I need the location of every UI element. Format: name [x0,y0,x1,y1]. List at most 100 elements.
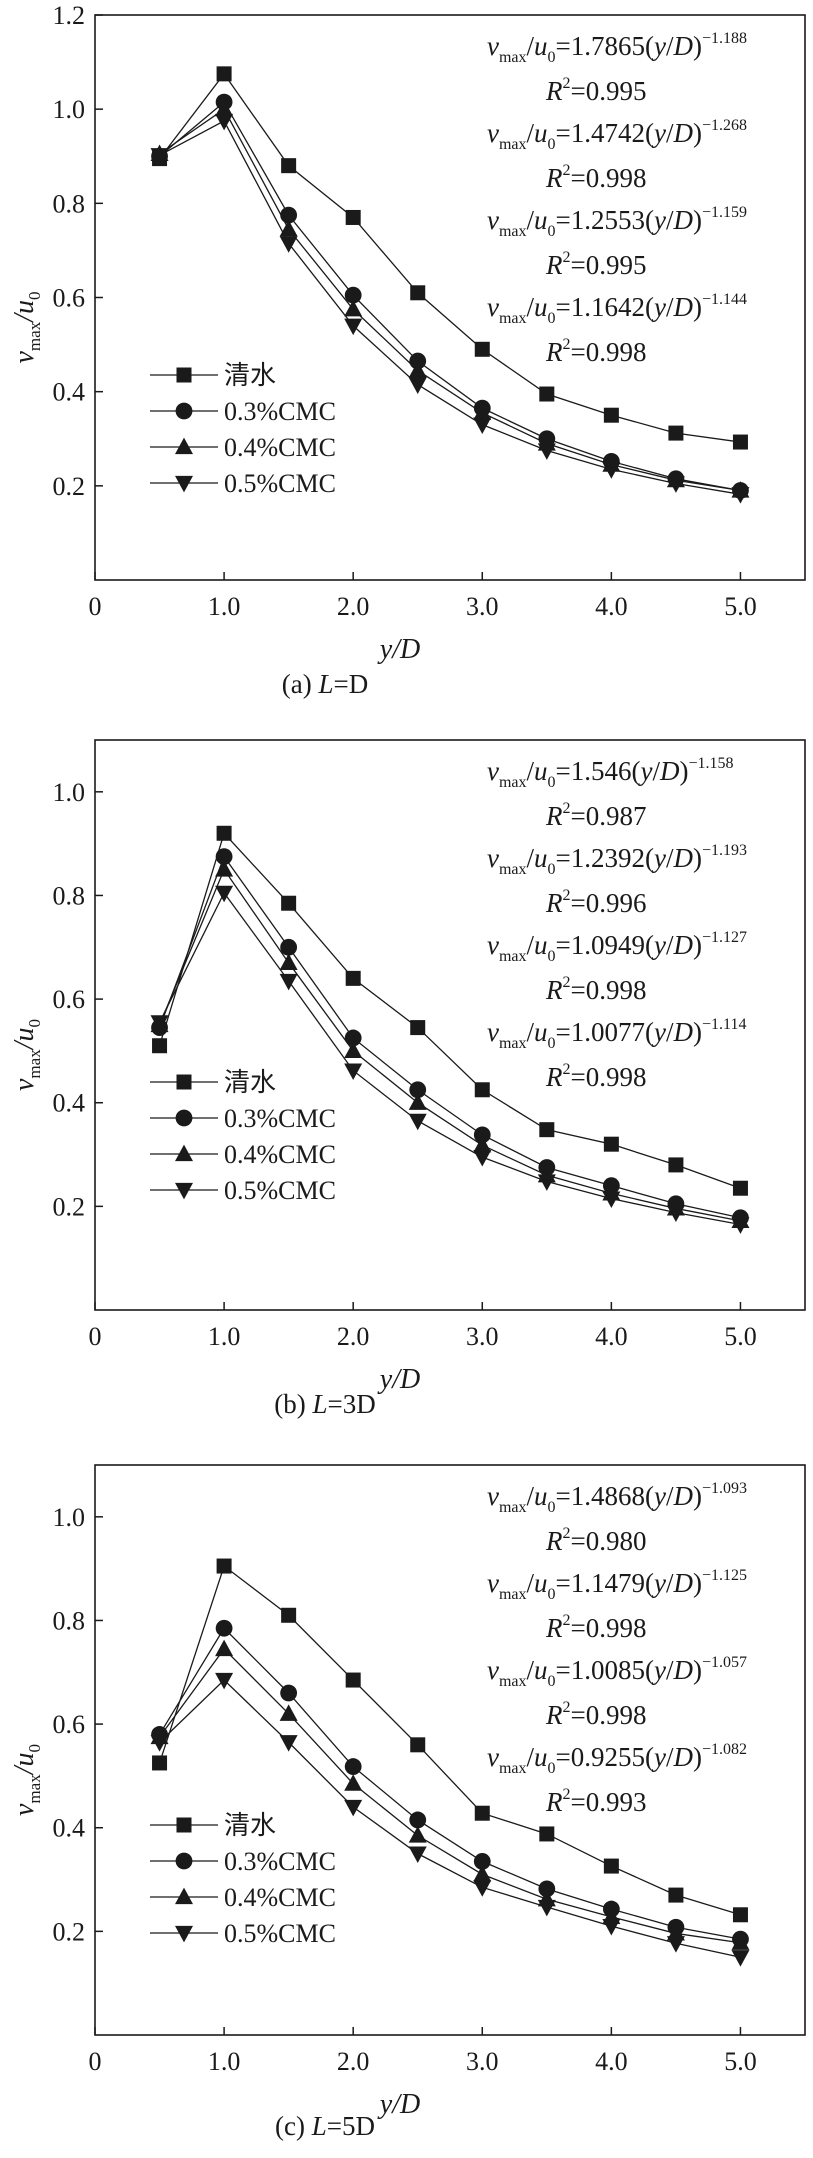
legend-label: 0.5%CMC [224,1919,336,1948]
legend: 清水 0.3%CMC 0.4%CMC 0.5%CMC [150,1068,336,1205]
data-point [150,148,169,165]
data-point [344,1063,363,1080]
data-point [731,1933,750,1950]
legend-label: 清水 [224,1811,276,1840]
data-point [280,206,298,224]
data-point [408,1826,427,1843]
legend-marker [176,1074,192,1090]
data-point [410,1020,426,1036]
legend-label: 0.3%CMC [224,1104,336,1133]
data-point [732,1907,748,1923]
series-line [159,1679,741,1958]
fit-r-squared: R2=0.998 [545,1612,646,1643]
x-tick-label: 0 [89,1322,102,1351]
data-point [474,341,490,357]
data-point [408,1846,427,1864]
data-point [215,1639,234,1657]
data-point [215,113,234,131]
fit-r-squared: R2=0.998 [545,1699,646,1730]
fit-equation: vmax/u0=1.2553(y/D)−1.159 [487,204,747,240]
legend-label: 0.4%CMC [224,433,336,462]
data-point [473,1853,491,1870]
x-tick-label: 5.0 [724,2047,757,2076]
data-point [537,1899,556,1917]
data-point [602,1191,621,1208]
figure-caption: (c) L=5D [275,2111,375,2141]
series-line [158,1564,741,1916]
data-point [731,487,750,504]
data-point [666,1936,685,1953]
x-tick-label: 0 [89,592,102,621]
data-point [410,285,426,301]
fit-r-squared: R2=0.993 [545,1786,646,1817]
data-point [216,1558,232,1574]
y-tick-label: 0.2 [53,1917,86,1946]
series-line [159,101,741,492]
x-tick-label: 1.0 [208,592,241,621]
data-point [473,417,492,434]
data-point [668,1157,684,1173]
x-tick-label: 5.0 [724,1322,757,1351]
fit-r-squared: R2=0.998 [545,162,646,193]
chart-panel-c: 0 1.0 2.0 3.0 4.0 5.0 0.2 0.4 0.6 0.8 1.0 y/D vmax/u… [9,1464,806,2141]
fit-equation: vmax/u0=1.1479(y/D)−1.125 [487,1567,747,1603]
data-point [152,1038,168,1054]
fit-equation: vmax/u0=1.0085(y/D)−1.057 [487,1654,747,1690]
x-tick-label: 3.0 [466,1322,499,1351]
data-point [474,1082,490,1098]
series-line [158,831,741,1189]
legend-marker [176,1817,192,1833]
legend: 清水 0.3%CMC 0.4%CMC 0.5%CMC [150,1811,336,1948]
x-tick-label: 1.0 [208,1322,241,1351]
fit-equation: vmax/u0=1.2392(y/D)−1.193 [487,842,747,878]
data-point [408,1093,427,1110]
series-square [152,825,748,1196]
data-point [215,1672,234,1690]
x-tick-label: 2.0 [337,1322,370,1351]
x-axis-label: y/D [377,1364,420,1395]
y-tick-label: 1.0 [53,778,86,807]
data-point [732,434,748,450]
data-point [281,895,297,911]
data-point [281,158,297,174]
data-point [150,1735,169,1752]
data-point [539,386,555,402]
fit-equations: vmax/u0=1.546(y/D)−1.158 R2=0.987 vmax/u0=… [487,755,747,1092]
fit-r-squared: R2=0.995 [545,75,646,106]
legend-label: 0.5%CMC [224,1176,336,1205]
data-point [473,1150,492,1167]
data-point [537,1174,556,1191]
legend-marker [175,1925,193,1943]
x-tick-label: 4.0 [595,2047,628,2076]
fit-equation: vmax/u0=0.9255(y/D)−1.082 [487,1741,747,1777]
y-tick-label: 0.8 [53,189,86,218]
data-point [344,1774,363,1791]
plot-frame [94,1464,806,2036]
data-point [473,1880,492,1897]
series-triangle-down [150,113,750,504]
legend-marker [175,1852,193,1870]
series-square [152,1558,748,1923]
fit-equation: vmax/u0=1.4868(y/D)−1.093 [487,1480,747,1516]
data-point [344,318,363,336]
series-line [158,891,741,1226]
data-point [345,970,361,986]
data-point [344,1029,362,1047]
legend-marker [175,475,193,493]
fit-equation: vmax/u0=1.0077(y/D)−1.114 [487,1016,746,1052]
x-tick-label: 1.0 [208,2047,241,2076]
fit-r-squared: R2=0.980 [545,1525,646,1556]
series-line [159,120,741,495]
data-point [538,1880,556,1898]
data-point [668,425,684,441]
data-point [344,286,362,304]
data-point [537,443,556,460]
legend-label: 0.5%CMC [224,469,336,498]
fit-equation: vmax/u0=1.7865(y/D)−1.188 [487,30,747,66]
data-point [344,1041,363,1059]
y-axis-label: vmax/u0 [9,292,44,364]
y-tick-label: 0.8 [53,881,86,910]
data-point [280,938,298,956]
data-point [666,1205,685,1222]
series-line [158,855,741,1219]
